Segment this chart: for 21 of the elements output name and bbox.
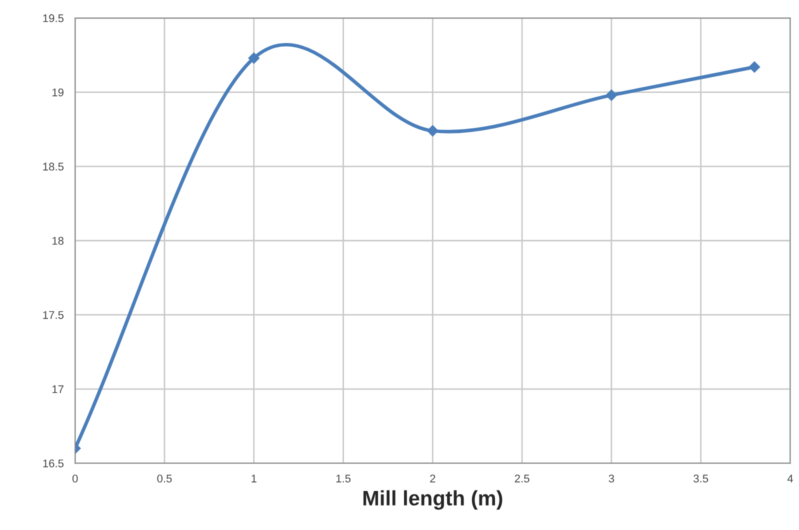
- y-tick-label: 18: [52, 236, 64, 245]
- x-tick-label: 0: [72, 474, 78, 482]
- y-tick-label: 18.5: [43, 162, 64, 171]
- point: [748, 61, 760, 73]
- y-tick-label: 19: [52, 88, 64, 96]
- y-tick-label: 16.5: [43, 459, 64, 468]
- point: [248, 52, 260, 64]
- x-tick-label: 3: [608, 474, 614, 482]
- point: [606, 90, 618, 101]
- x-tick-label: 1: [252, 474, 256, 482]
- x-tick-label: 4: [787, 474, 793, 482]
- y-tick-label: 17: [52, 385, 64, 394]
- x-tick-label: 0.5: [157, 474, 172, 482]
- y-tick-label: 19.5: [43, 14, 64, 22]
- y-tick-label: 17.5: [43, 311, 64, 319]
- x-tick-label: 1.5: [336, 474, 351, 482]
- x-tick-label: 3.5: [694, 474, 708, 482]
- x-axis-title: Mill length (m): [363, 490, 502, 510]
- point: [427, 125, 438, 136]
- x-tick-label: 2.5: [514, 474, 530, 482]
- x-tick-label: 2: [430, 474, 436, 482]
